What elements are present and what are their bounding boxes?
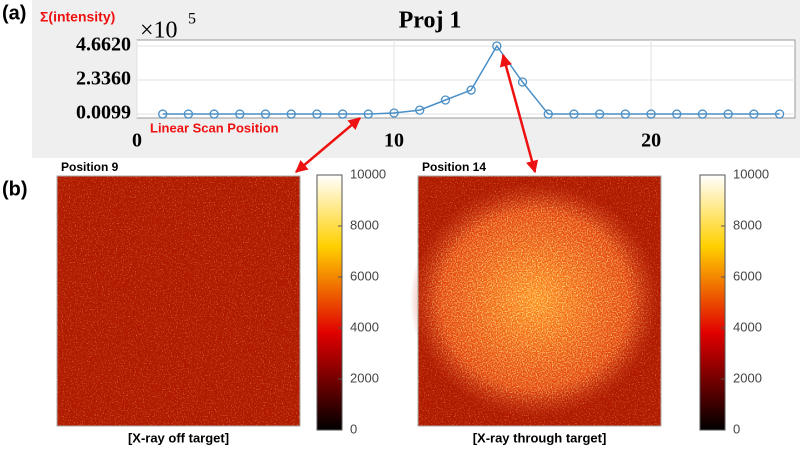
colorbar-tick-label: 4000 xyxy=(733,319,762,334)
data-point xyxy=(363,109,373,119)
data-point xyxy=(466,85,476,95)
data-point xyxy=(209,109,219,119)
x-tick-label: 0 xyxy=(132,130,142,152)
arrow xyxy=(499,53,539,174)
x-tick-label: 10 xyxy=(384,130,404,152)
data-point xyxy=(183,109,194,119)
panel-label: (a) xyxy=(2,2,26,24)
data-point xyxy=(697,109,708,119)
data-point xyxy=(569,109,579,119)
panel-label: (b) xyxy=(2,178,28,200)
plot-area xyxy=(136,39,796,119)
y-scale-base: ×10 xyxy=(140,18,178,44)
colorbar-tick-label: 10000 xyxy=(733,166,769,181)
colorbar xyxy=(316,174,343,431)
data-point xyxy=(543,109,553,119)
data-point xyxy=(286,109,296,119)
colorbar-tick-label: 8000 xyxy=(350,217,379,232)
chart-title: Proj 1 xyxy=(399,8,462,34)
data-point xyxy=(415,105,425,115)
image-title: Position 9 xyxy=(61,160,119,174)
colorbar-tick-label: 8000 xyxy=(733,217,762,232)
data-point xyxy=(672,109,682,119)
data-point xyxy=(440,95,451,105)
data-point xyxy=(389,108,399,118)
colorbar-tick-label: 0 xyxy=(350,421,357,436)
heatmap-image xyxy=(57,176,300,426)
data-line xyxy=(162,44,780,115)
data-point xyxy=(774,109,785,119)
colorbar-tick-label: 0 xyxy=(733,421,740,436)
data-point xyxy=(158,109,168,119)
data-point xyxy=(492,41,502,51)
image-title: Position 14 xyxy=(422,160,486,174)
data-point xyxy=(595,109,605,119)
y-tick-label: 0.0099 xyxy=(76,102,131,124)
colorbar-tick-label: 10000 xyxy=(350,166,386,181)
colorbar-tick-label: 2000 xyxy=(350,370,379,385)
y-tick-label: 4.6620 xyxy=(76,34,131,56)
colorbar-tick-label: 4000 xyxy=(350,319,379,334)
image-caption: [X-ray through target] xyxy=(473,430,607,445)
colorbar xyxy=(699,174,726,431)
image-frame xyxy=(417,175,662,427)
arrow xyxy=(295,117,361,173)
colorbar-tick-label: 6000 xyxy=(350,268,379,283)
data-point xyxy=(749,109,759,119)
data-point xyxy=(723,109,733,119)
y-axis-label: Σ(intensity) xyxy=(40,9,115,25)
image-frame xyxy=(56,175,301,427)
colorbar-tick-label: 2000 xyxy=(733,370,762,385)
x-tick-label: 20 xyxy=(641,130,661,152)
x-axis-label: Linear Scan Position xyxy=(150,120,279,135)
y-tick-label: 2.3360 xyxy=(76,68,131,90)
colorbar-tick-label: 6000 xyxy=(733,268,762,283)
data-point xyxy=(620,109,631,119)
image-caption: [X-ray off target] xyxy=(128,430,229,445)
data-point xyxy=(235,109,245,119)
data-point xyxy=(260,109,271,119)
data-point xyxy=(646,109,656,119)
y-scale-exponent: 5 xyxy=(188,11,196,28)
heatmap-image xyxy=(410,176,661,426)
